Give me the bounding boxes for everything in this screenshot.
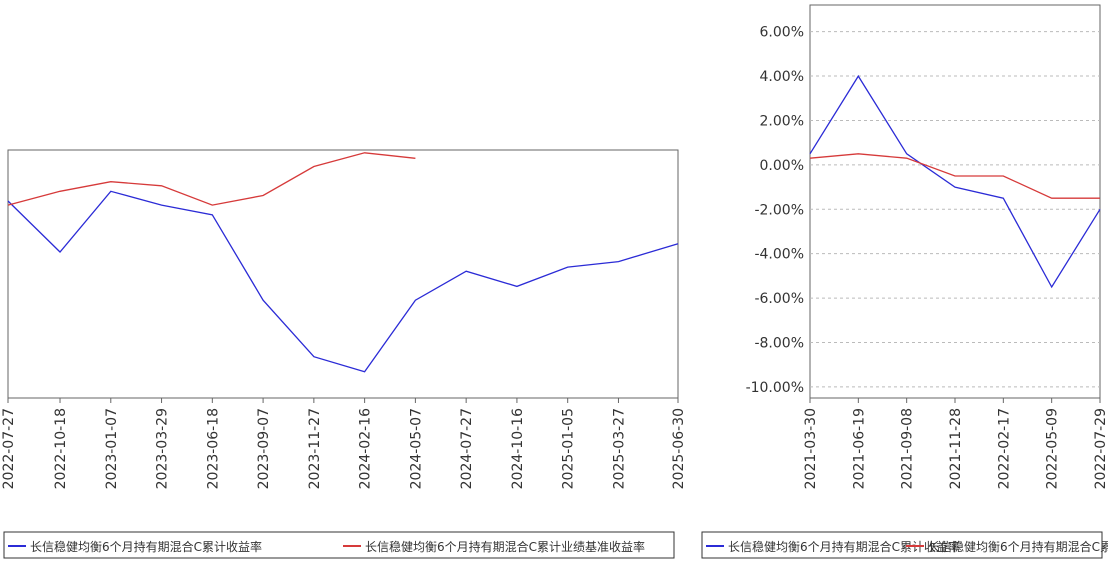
x-tick-label: 2024-05-07	[408, 408, 424, 489]
x-tick-label: 2025-03-27	[611, 408, 627, 489]
x-tick-label: 2022-07-29	[1093, 408, 1108, 489]
x-tick-label: 2023-03-29	[155, 408, 171, 489]
series-line	[8, 191, 678, 371]
x-tick-label: 2023-09-07	[256, 408, 272, 489]
x-tick-label: 2022-10-18	[53, 408, 69, 489]
x-tick-label: 2023-06-18	[205, 408, 221, 489]
series-line	[8, 153, 415, 205]
x-tick-label: 2024-07-27	[459, 408, 475, 489]
y-tick-label: 6.00%	[760, 25, 804, 41]
plot-frame	[8, 150, 678, 398]
x-tick-label: 2022-07-27	[1, 408, 17, 489]
series-line	[810, 154, 1100, 198]
legend-label: 长信稳健均衡6个月持有期混合C累计收益率	[728, 539, 960, 554]
page: 2022-07-27 2022-10-18 2023-01-07 2023-03-29…	[0, 0, 1108, 561]
y-tick-label: 0.00%	[760, 158, 804, 174]
y-tick-label: -2.00%	[754, 202, 804, 218]
x-tick-label: 2025-01-05	[561, 408, 577, 489]
x-tick-label: 2024-02-16	[358, 408, 374, 489]
y-tick-label: -6.00%	[754, 291, 804, 307]
x-tick-label: 2021-09-08	[900, 408, 916, 489]
x-tick-label: 2023-11-27	[307, 408, 323, 489]
y-tick-label: 4.00%	[760, 69, 804, 85]
x-tick-label: 2024-10-16	[510, 408, 526, 489]
legend-label: 长信稳健均衡6个月持有期混合C累计业绩基准收益率	[928, 539, 1108, 554]
y-tick-label: -4.00%	[754, 247, 804, 263]
x-tick-label: 2021-06-19	[851, 408, 867, 489]
x-tick-label: 2025-06-30	[671, 408, 687, 489]
legend-label: 长信稳健均衡6个月持有期混合C累计收益率	[30, 539, 262, 554]
y-tick-label: 2.00%	[760, 113, 804, 129]
y-tick-label: -8.00%	[754, 335, 804, 351]
x-tick-label: 2021-11-28	[948, 408, 964, 489]
y-tick-label: -10.00%	[746, 380, 804, 396]
x-tick-label: 2023-01-07	[104, 408, 120, 489]
plot-frame	[810, 5, 1100, 398]
x-tick-label: 2022-02-17	[996, 408, 1012, 489]
x-tick-label: 2022-05-09	[1045, 408, 1061, 489]
series-line	[810, 76, 1100, 287]
x-tick-label: 2021-03-30	[803, 408, 819, 489]
legend-label: 长信稳健均衡6个月持有期混合C累计业绩基准收益率	[365, 539, 645, 554]
